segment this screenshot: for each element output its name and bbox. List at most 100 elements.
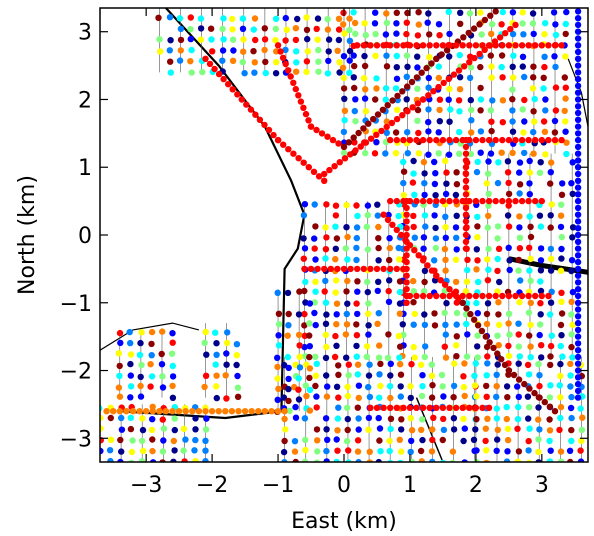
street-point-horizontal-street-1 [459,42,466,49]
data-point [419,383,426,390]
data-point [354,212,361,220]
y-tick-label: 1 [78,156,92,181]
data-point [234,384,242,391]
street-point-diagonal-avenue-1 [206,60,214,68]
data-point [530,108,537,115]
street-point-diagonal-avenue-5 [380,211,387,218]
data-point [100,447,104,455]
data-point [569,321,576,328]
street-point-diagonal-avenue-2 [274,42,282,49]
data-point [432,170,439,177]
street-point-horizontal-street-5 [426,292,433,300]
data-point [547,382,554,389]
data-point [306,407,314,414]
street-point-horizontal-street-1 [466,42,473,49]
data-point [420,245,427,252]
data-point [515,393,522,401]
data-point [169,339,176,346]
data-point [525,437,532,445]
data-point [322,224,329,231]
data-point [524,393,532,400]
data-point [202,328,209,336]
street-point-horizontal-street-2 [551,136,559,144]
data-point [375,414,382,422]
data-point [488,30,495,38]
data-point [515,360,522,367]
street-point-horizontal-street-5 [472,292,480,300]
data-point [568,426,575,434]
data-point [567,372,574,379]
data-point [351,62,358,70]
data-point [353,256,360,264]
street-point-diagonal-avenue-1 [265,126,273,134]
data-point [294,15,301,23]
street-point-horizontal-street-4 [307,265,315,273]
data-point [450,415,458,422]
street-point-diagonal-avenue-2 [287,73,294,80]
data-point [284,353,292,361]
data-point [376,342,383,349]
street-point-diagonal-avenue-2 [318,130,326,137]
data-point [275,332,282,339]
data-point [285,322,292,329]
data-point [168,350,176,357]
data-point [272,37,279,44]
data-point [313,25,320,33]
data-point [483,447,490,454]
x-tick-label: −2 [196,473,228,498]
data-point [443,169,450,176]
data-point [404,9,411,17]
data-point [569,159,576,166]
data-point [295,375,302,382]
data-point [425,74,432,82]
data-point [322,415,330,422]
data-point [346,37,354,44]
data-point [562,53,569,60]
street-point-horizontal-street-7 [110,408,117,415]
data-point [429,426,436,433]
data-point [562,20,569,28]
data-point [343,310,350,318]
data-point [404,150,411,157]
street-point-vertical-street-3 [574,353,582,361]
data-point [556,382,563,389]
data-point [474,213,481,221]
data-point [117,436,124,444]
data-point [285,310,292,318]
data-point [306,332,313,339]
data-point [292,36,300,44]
data-point [262,58,269,66]
y-tick-label: −1 [60,292,92,317]
data-point [509,63,516,70]
data-point [445,96,452,103]
data-point [341,107,349,115]
street-point-diagonal-avenue-4 [399,88,406,95]
data-point [498,52,506,59]
data-point [499,74,506,81]
data-point [403,52,411,59]
data-point [311,299,318,306]
street-point-vertical-street-3 [574,21,582,29]
data-point [519,106,526,113]
data-point [341,117,348,124]
data-point [149,416,156,423]
data-point [116,362,123,370]
data-point [425,84,432,91]
data-point [352,96,359,103]
street-point-diagonal-avenue-5 [428,267,436,274]
street-point-vertical-street-3 [574,116,582,124]
data-point [352,30,359,37]
data-point [386,256,393,264]
data-point [171,447,178,454]
data-point [233,341,241,348]
data-point [494,332,501,339]
data-point [333,321,340,328]
data-point [432,192,439,199]
data-point [345,447,352,454]
data-point [375,257,382,264]
street-point-vertical-street-3 [574,143,582,151]
data-point [446,30,453,38]
data-point [421,170,428,177]
data-point [542,20,549,27]
data-point [452,256,460,263]
